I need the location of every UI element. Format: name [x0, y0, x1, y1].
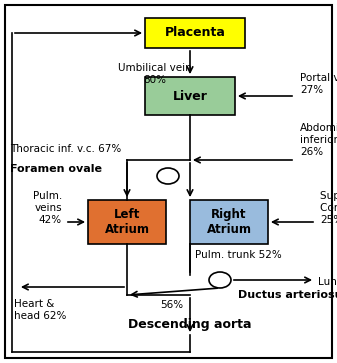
Text: Placenta: Placenta — [164, 26, 225, 40]
Bar — [190, 200, 268, 244]
Text: Liver: Liver — [173, 90, 208, 102]
Bar — [145, 18, 245, 48]
Text: Abdominal
inferior v.c.
26%: Abdominal inferior v.c. 26% — [300, 123, 337, 156]
Text: Portal vein
27%: Portal vein 27% — [300, 73, 337, 95]
Text: Pulm.
veins
42%: Pulm. veins 42% — [33, 191, 62, 225]
Text: Right
Atrium: Right Atrium — [207, 208, 251, 236]
Text: Sup. v.c. &
Cor. sinus
25%: Sup. v.c. & Cor. sinus 25% — [320, 191, 337, 225]
Bar — [145, 77, 235, 115]
Text: Pulm. trunk 52%: Pulm. trunk 52% — [195, 250, 282, 260]
Text: Lungs 52%: Lungs 52% — [318, 277, 337, 287]
Ellipse shape — [157, 168, 179, 184]
Text: Foramen ovale: Foramen ovale — [10, 164, 102, 174]
Text: Ductus arteriosus: Ductus arteriosus — [238, 290, 337, 300]
Text: Left
Atrium: Left Atrium — [104, 208, 150, 236]
Text: Umbilical vein
80%: Umbilical vein 80% — [118, 63, 192, 85]
Text: Descending aorta: Descending aorta — [128, 318, 252, 331]
Text: Thoracic inf. v.c. 67%: Thoracic inf. v.c. 67% — [10, 144, 121, 154]
Text: 56%: 56% — [160, 300, 184, 310]
Text: Heart &
head 62%: Heart & head 62% — [14, 299, 66, 321]
Ellipse shape — [209, 272, 231, 288]
Bar — [88, 200, 166, 244]
